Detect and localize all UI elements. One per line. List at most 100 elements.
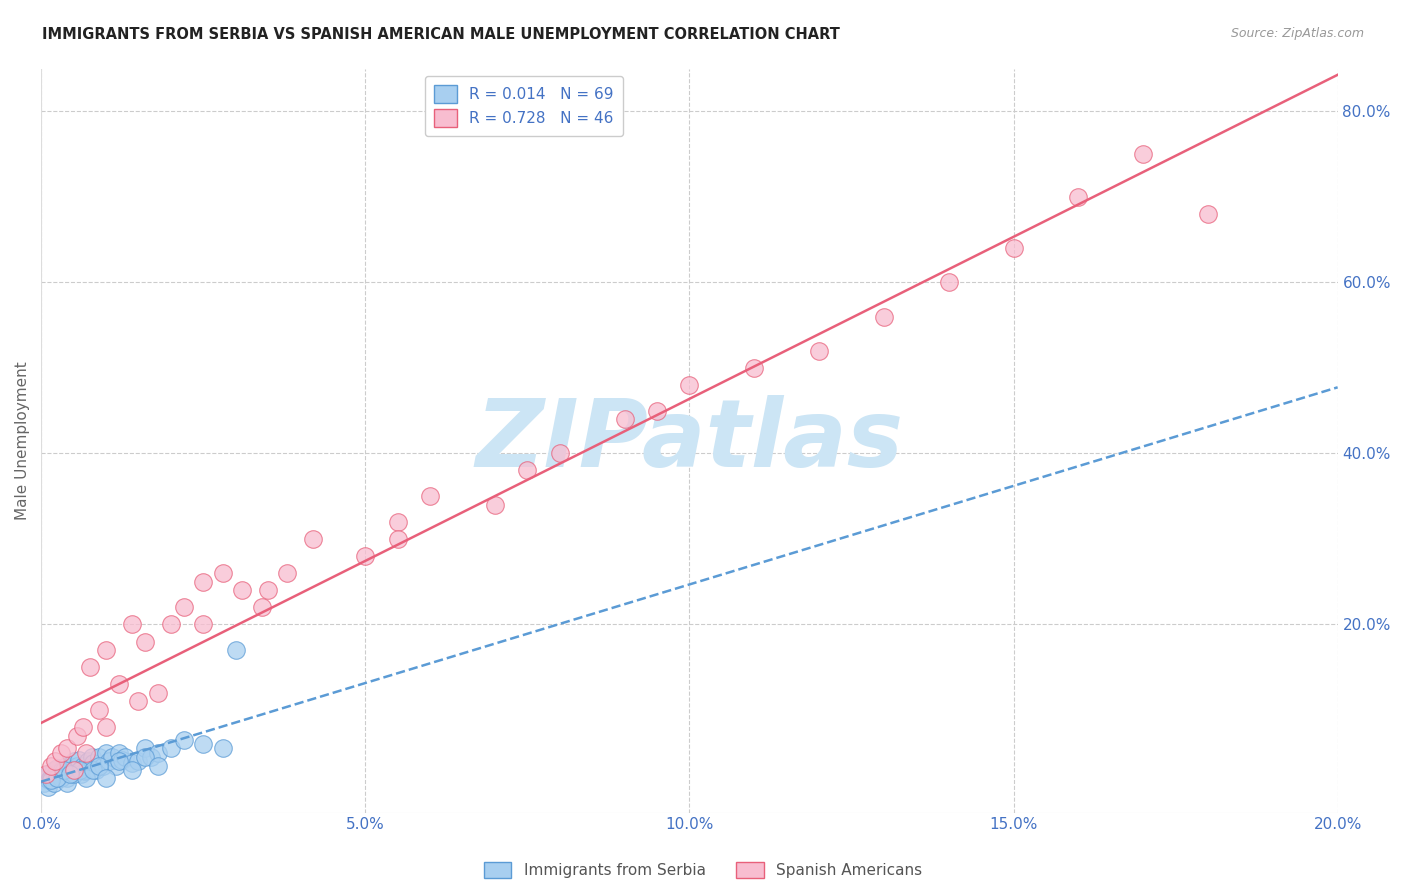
Point	[42, 763, 65, 777]
Point	[159, 741, 181, 756]
Point	[80, 750, 103, 764]
Point	[89, 750, 111, 764]
Point	[84, 763, 107, 777]
Point	[46, 772, 69, 786]
Point	[70, 767, 93, 781]
Point	[1067, 190, 1090, 204]
Point	[39, 758, 62, 772]
Text: Source: ZipAtlas.com: Source: ZipAtlas.com	[1230, 27, 1364, 40]
Point	[89, 758, 111, 772]
Point	[82, 756, 104, 770]
Point	[127, 694, 149, 708]
Point	[67, 752, 90, 766]
Point	[42, 764, 65, 779]
Point	[60, 764, 83, 779]
Point	[56, 775, 79, 789]
Point	[58, 761, 80, 775]
Point	[49, 746, 72, 760]
Point	[645, 403, 668, 417]
Point	[75, 764, 97, 779]
Point	[193, 574, 215, 589]
Point	[873, 310, 896, 324]
Point	[101, 750, 124, 764]
Text: ZIPatlas: ZIPatlas	[475, 394, 904, 486]
Point	[276, 566, 298, 580]
Point	[49, 772, 72, 786]
Point	[94, 720, 117, 734]
Point	[211, 741, 233, 756]
Point	[94, 643, 117, 657]
Point	[51, 763, 73, 777]
Point	[1002, 241, 1025, 255]
Point	[52, 763, 75, 777]
Point	[250, 600, 273, 615]
Point	[94, 746, 117, 760]
Point	[79, 761, 101, 775]
Point	[121, 756, 143, 770]
Point	[89, 703, 111, 717]
Point	[121, 617, 143, 632]
Text: IMMIGRANTS FROM SERBIA VS SPANISH AMERICAN MALE UNEMPLOYMENT CORRELATION CHART: IMMIGRANTS FROM SERBIA VS SPANISH AMERIC…	[42, 27, 839, 42]
Point	[141, 750, 163, 764]
Point	[1197, 207, 1219, 221]
Point	[98, 754, 121, 768]
Point	[387, 532, 409, 546]
Point	[37, 780, 59, 794]
Point	[134, 750, 156, 764]
Point	[76, 746, 98, 760]
Point	[82, 763, 104, 777]
Point	[76, 754, 98, 768]
Point	[44, 767, 66, 781]
Point	[146, 758, 169, 772]
Point	[193, 617, 215, 632]
Point	[613, 412, 636, 426]
Point	[134, 741, 156, 756]
Point	[387, 515, 409, 529]
Point	[42, 775, 65, 789]
Point	[146, 746, 169, 760]
Point	[91, 758, 114, 772]
Point	[62, 754, 84, 768]
Point	[59, 758, 82, 772]
Point	[72, 758, 94, 772]
Point	[127, 754, 149, 768]
Point	[56, 741, 79, 756]
Point	[354, 549, 377, 563]
Point	[48, 772, 70, 786]
Point	[76, 763, 98, 777]
Point	[35, 772, 58, 786]
Point	[38, 772, 60, 787]
Point	[94, 772, 117, 786]
Point	[62, 763, 84, 777]
Point	[59, 767, 82, 781]
Point	[808, 343, 831, 358]
Point	[302, 532, 325, 546]
Point	[114, 750, 136, 764]
Point	[108, 677, 131, 691]
Point	[159, 617, 181, 632]
Point	[938, 276, 960, 290]
Point	[257, 583, 280, 598]
Point	[193, 737, 215, 751]
Point	[516, 463, 538, 477]
Point	[62, 767, 84, 781]
Point	[35, 767, 58, 781]
Point	[69, 763, 91, 777]
Point	[678, 378, 700, 392]
Point	[121, 763, 143, 777]
Point	[134, 634, 156, 648]
Point	[484, 498, 506, 512]
Point	[419, 489, 441, 503]
Point	[44, 754, 66, 768]
Point	[146, 686, 169, 700]
Point	[66, 729, 89, 743]
Point	[104, 758, 127, 772]
Y-axis label: Male Unemployment: Male Unemployment	[15, 361, 30, 520]
Point	[173, 600, 195, 615]
Point	[231, 583, 253, 598]
Point	[76, 772, 98, 786]
Point	[52, 764, 75, 779]
Point	[72, 720, 94, 734]
Legend: Immigrants from Serbia, Spanish Americans: Immigrants from Serbia, Spanish American…	[478, 856, 928, 884]
Point	[56, 772, 79, 786]
